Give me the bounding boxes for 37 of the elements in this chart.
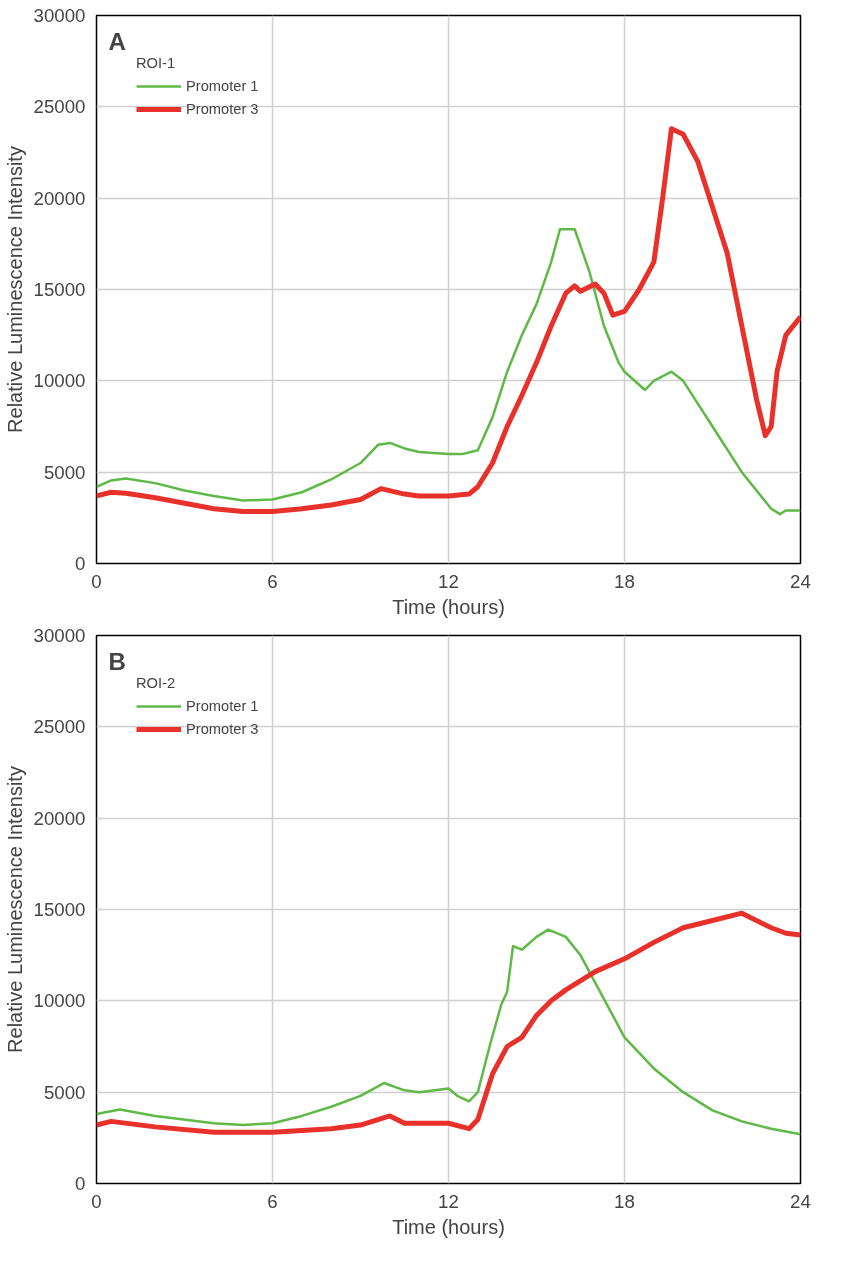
x-tick-label: 24 <box>790 570 811 592</box>
x-tick-label: 18 <box>614 570 635 592</box>
x-tick-label: 12 <box>438 1190 459 1212</box>
x-axis-title: Time (hours) <box>392 595 505 618</box>
y-axis-title: Relative Luminescence Intensity <box>3 766 26 1053</box>
legend-title: ROI-2 <box>136 675 177 691</box>
y-axis-title: Relative Luminescence Intensity <box>3 146 26 433</box>
line-series <box>96 227 801 516</box>
x-tick-label: 0 <box>91 570 102 592</box>
x-tick-label: 0 <box>91 1190 102 1212</box>
y-tick-label: 0 <box>75 1173 86 1194</box>
x-tick-label: 12 <box>438 570 459 592</box>
legend-label: Promoter 1 <box>186 78 259 94</box>
y-tick-label: 10000 <box>33 990 86 1012</box>
y-tick-label: 15000 <box>33 899 86 920</box>
y-tick-label: 10000 <box>33 370 86 392</box>
annotation: B <box>108 647 126 675</box>
y-tick-label: 30000 <box>33 5 86 26</box>
y-tick-label: 15000 <box>33 279 86 300</box>
y-tick-label: 5000 <box>44 461 86 483</box>
legend-title: ROI-1 <box>136 55 177 71</box>
legend-label: Promoter 3 <box>186 101 259 117</box>
x-tick-label: 18 <box>614 1190 635 1212</box>
y-tick-label: 5000 <box>44 1081 86 1103</box>
y-tick-label: 30000 <box>33 625 86 646</box>
x-axis-title: Time (hours) <box>392 1215 505 1238</box>
y-tick-label: 25000 <box>33 96 86 118</box>
x-tick-label: 24 <box>790 1190 811 1212</box>
legend-label: Promoter 1 <box>186 698 259 714</box>
legend-label: Promoter 3 <box>186 721 259 737</box>
y-tick-label: 0 <box>75 553 86 574</box>
x-tick-label: 6 <box>267 570 278 592</box>
y-tick-label: 25000 <box>33 716 86 738</box>
y-tick-label: 20000 <box>33 807 86 829</box>
annotation: A <box>108 27 126 55</box>
x-tick-label: 6 <box>267 1190 278 1212</box>
y-tick-label: 20000 <box>33 187 86 209</box>
